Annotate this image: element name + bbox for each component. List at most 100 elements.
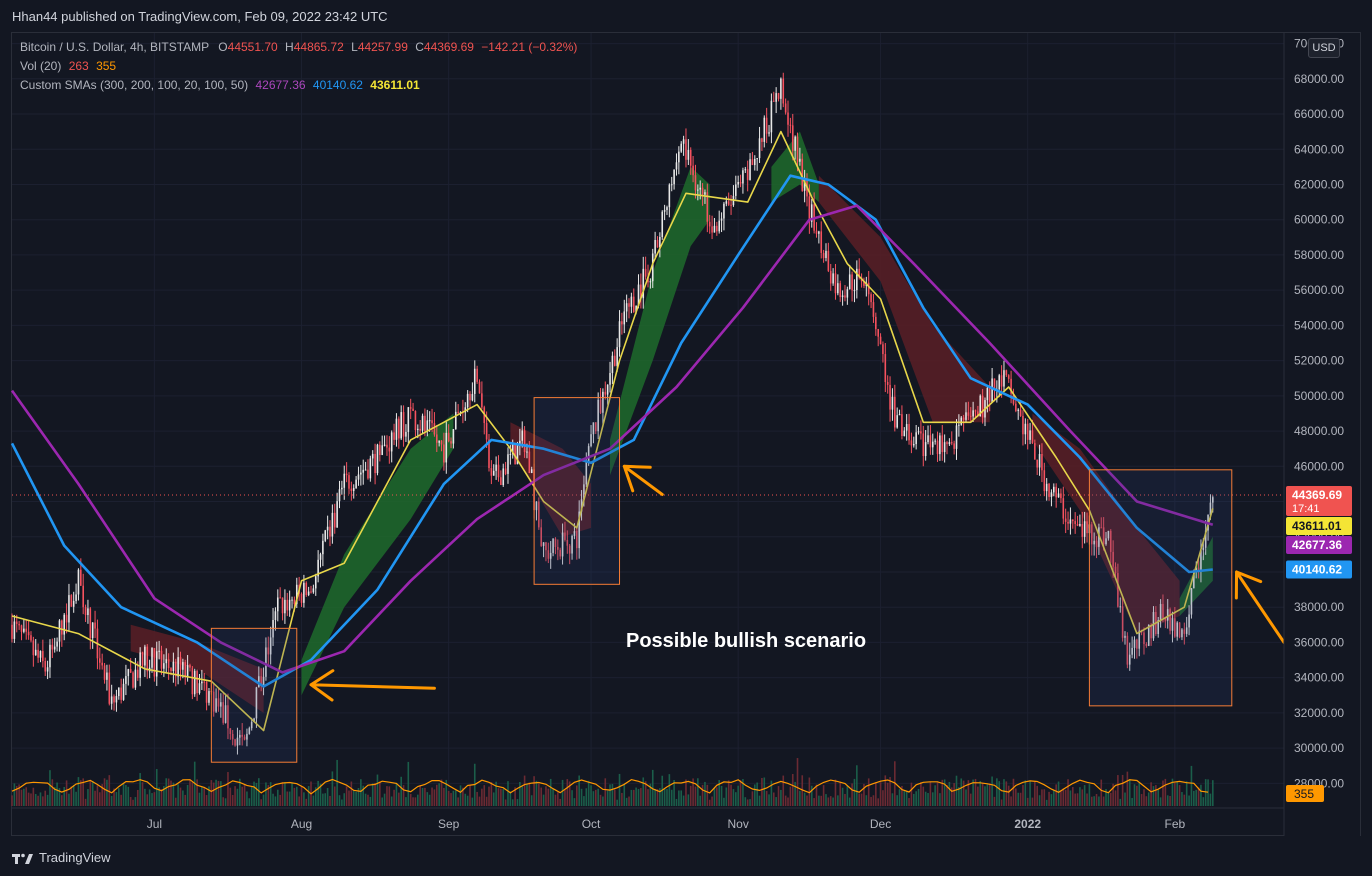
candle-body	[656, 240, 659, 248]
candle-body	[260, 676, 262, 686]
candle-body	[796, 136, 799, 162]
volume-bar	[955, 775, 958, 806]
candle-body	[1022, 415, 1024, 435]
price-label: 44369.69	[1292, 488, 1342, 502]
volume-bar	[1015, 788, 1017, 806]
candle-body	[1157, 619, 1160, 634]
volume-bar	[68, 793, 70, 806]
candle-body	[1029, 430, 1031, 440]
sma-lines	[10, 130, 1284, 732]
price-label: 42677.36	[1292, 538, 1342, 552]
candle-body	[220, 702, 222, 707]
candle-body	[950, 442, 953, 444]
volume-bar	[822, 785, 825, 806]
volume-bar	[1053, 789, 1055, 806]
candle-body	[1136, 639, 1138, 649]
candle-body	[680, 143, 683, 152]
candle-body	[1079, 524, 1081, 526]
candle-body	[186, 665, 189, 678]
tradingview-brand[interactable]: TradingView	[12, 850, 111, 865]
candle-body	[801, 158, 804, 191]
price-scale[interactable]	[1284, 33, 1360, 836]
candle-body	[70, 595, 73, 607]
arrows	[309, 464, 1286, 702]
volume-bar	[1159, 797, 1162, 806]
volume-bar	[80, 780, 82, 806]
candle-body	[412, 408, 414, 412]
volume-bar	[882, 790, 884, 806]
volume-bar	[1012, 778, 1015, 806]
candle-body	[409, 407, 412, 409]
x-tick-label: Dec	[870, 817, 891, 831]
volume-bar	[485, 796, 488, 806]
volume-bar	[896, 795, 898, 806]
candle-body	[590, 434, 592, 447]
candle-body	[80, 569, 82, 586]
candle-body	[120, 687, 122, 700]
currency-button[interactable]: USD	[1308, 38, 1340, 58]
candle-body	[122, 683, 125, 700]
y-tick-label: 50000.00	[1294, 389, 1344, 403]
volume-bar	[490, 782, 493, 806]
legend-low-label: L	[351, 40, 358, 54]
candle-body	[910, 440, 913, 446]
volume-bar	[255, 782, 258, 806]
volume-bar	[56, 782, 58, 806]
volume-bar	[872, 795, 875, 806]
volume-bar	[383, 793, 386, 806]
volume-bar	[1041, 789, 1043, 806]
volume-bar	[526, 784, 528, 806]
candle-body	[912, 444, 915, 446]
volume-bar	[1147, 792, 1150, 806]
candle-body	[1095, 540, 1098, 547]
candle-body	[822, 252, 825, 259]
volume-bar	[623, 783, 626, 806]
candle-body	[530, 469, 533, 474]
volume-bar	[400, 776, 402, 806]
volume-bar	[120, 794, 122, 806]
volume-bar	[742, 779, 744, 806]
candle-body	[720, 218, 723, 221]
volume-bar	[144, 788, 146, 806]
y-tick-label: 38000.00	[1294, 600, 1344, 614]
volume-bar	[1050, 794, 1053, 806]
x-tick-label: 2022	[1014, 817, 1041, 831]
volume-bar	[514, 787, 516, 806]
volume-bar	[37, 795, 39, 806]
candle-body	[255, 687, 258, 719]
candle-body	[310, 591, 312, 593]
candle-body	[15, 621, 18, 624]
volume-bar	[101, 784, 103, 806]
candle-body	[927, 435, 929, 443]
candle-body	[713, 225, 716, 233]
volume-bar	[602, 796, 604, 806]
volume-bar	[1067, 779, 1069, 806]
x-tick-label: Jul	[147, 817, 162, 831]
candle-body	[936, 440, 939, 455]
volume-bar	[649, 783, 652, 806]
volume-bar	[941, 779, 944, 806]
volume-bar	[590, 785, 592, 806]
sma-bands	[130, 131, 1213, 713]
candle-body	[613, 355, 616, 366]
volume-bar	[1126, 771, 1129, 806]
candle-body	[552, 538, 554, 553]
candle-body	[129, 669, 132, 673]
volume-bar	[122, 782, 125, 806]
candle-body	[542, 542, 545, 546]
candle-body	[599, 399, 602, 413]
volume-bar	[910, 782, 913, 806]
candle-body	[763, 117, 766, 142]
candle-body	[262, 676, 265, 686]
volume-bar	[706, 784, 709, 806]
volume-bar	[454, 790, 457, 806]
volume-bar	[42, 796, 44, 806]
candle-body	[602, 391, 604, 413]
volume-label-bg	[1286, 785, 1324, 802]
volume-bar	[1105, 789, 1107, 806]
candle-body	[1015, 403, 1017, 411]
volume-bar	[374, 783, 376, 806]
candle-body	[177, 657, 179, 677]
volume-bar	[215, 779, 217, 806]
